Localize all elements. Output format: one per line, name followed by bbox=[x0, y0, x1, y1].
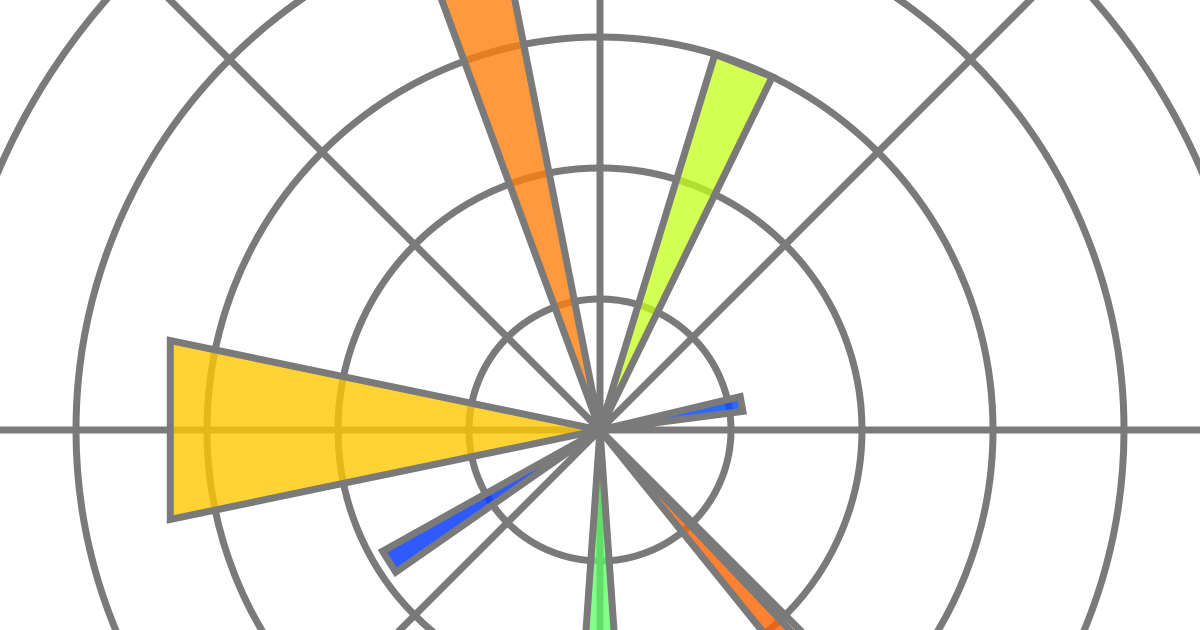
bar-blue-right bbox=[599, 392, 748, 434]
bar-blue-left bbox=[377, 426, 602, 578]
bar-yellow bbox=[166, 336, 601, 524]
bar-orange-down bbox=[597, 427, 795, 630]
bar-green bbox=[582, 429, 618, 630]
angular-gridline-45 bbox=[596, 0, 1035, 434]
angular-gridline-135 bbox=[165, 0, 604, 434]
bar-orange-up bbox=[438, 0, 604, 432]
bar-lime bbox=[596, 49, 778, 432]
polar-bars bbox=[166, 0, 795, 630]
angular-gridline-225 bbox=[395, 426, 604, 630]
